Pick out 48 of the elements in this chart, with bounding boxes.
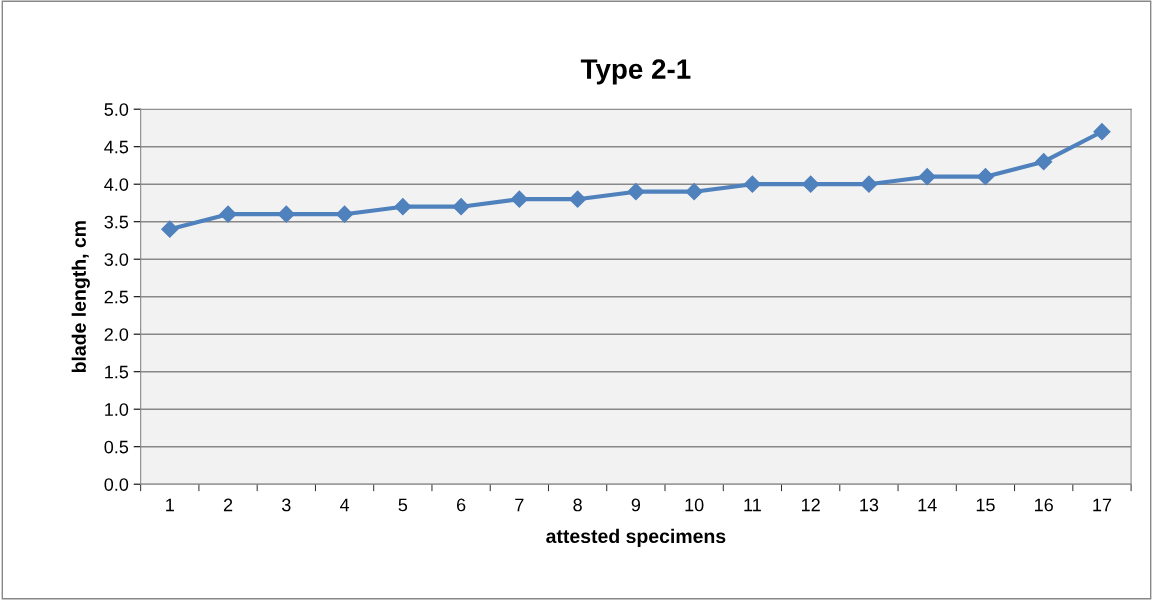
x-tick-label: 17	[1093, 498, 1112, 512]
point	[394, 198, 412, 216]
y-axis-title: blade length, cm	[71, 221, 90, 373]
y-tick-label: 3.0	[104, 253, 129, 266]
point	[685, 183, 703, 201]
x-tick-label: 7	[515, 498, 524, 512]
point	[510, 190, 528, 208]
y-tick-label: 1.0	[105, 403, 129, 416]
y-tick-label: 1.5	[105, 365, 129, 379]
x-tick-label: 14	[918, 498, 937, 512]
point	[219, 205, 237, 223]
y-tick-label: 0.5	[104, 440, 129, 454]
x-tick-label: 9	[631, 498, 641, 512]
point	[336, 205, 354, 223]
y-tick-label: 4.0	[104, 178, 129, 191]
x-tick-label: 5	[398, 498, 408, 512]
x-tick-label: 8	[573, 498, 582, 512]
x-tick-label: 3	[281, 498, 291, 512]
x-tick-label: 11	[744, 498, 761, 512]
x-tick-label: 16	[1035, 498, 1053, 512]
y-tick-label: 5.0	[104, 103, 129, 116]
point	[1035, 153, 1053, 171]
x-tick-label: 12	[802, 498, 820, 512]
point	[1093, 123, 1111, 141]
point	[161, 220, 179, 238]
x-tick-label: 15	[976, 498, 995, 512]
y-tick-label: 0.0	[104, 478, 129, 491]
chart-title: Type 2-1	[580, 59, 691, 85]
point	[918, 168, 936, 186]
x-tick-label: 6	[456, 498, 466, 512]
point	[277, 205, 295, 223]
point	[452, 198, 470, 216]
point	[860, 175, 878, 193]
x-tick-label: 1	[166, 498, 174, 512]
y-tick-label: 2.0	[104, 328, 129, 341]
x-tick-label: 13	[860, 498, 879, 512]
y-tick-label: 3.5	[104, 215, 129, 229]
x-tick-label: 2	[223, 498, 233, 512]
point	[569, 190, 587, 208]
y-tick-label: 4.5	[104, 140, 129, 154]
x-axis-title: attested specimens	[546, 528, 726, 547]
point	[976, 168, 994, 186]
point	[802, 175, 820, 193]
x-tick-label: 10	[685, 498, 704, 512]
point	[743, 175, 761, 193]
y-tick-label: 2.5	[104, 290, 129, 304]
x-tick-label: 4	[339, 498, 350, 512]
point	[627, 183, 645, 201]
